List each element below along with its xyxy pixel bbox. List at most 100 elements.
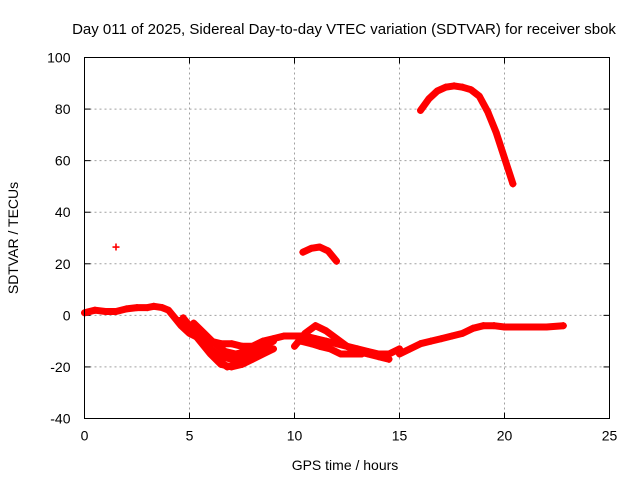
data-point-marker	[221, 347, 229, 355]
data-point-marker	[490, 322, 498, 330]
data-point-marker	[207, 345, 214, 353]
data-point-marker	[442, 83, 450, 91]
data-point-marker	[280, 332, 288, 340]
data-point-marker	[307, 244, 315, 252]
data-point-marker	[425, 95, 433, 103]
x-tick-label: 15	[392, 428, 408, 444]
data-point-marker	[316, 243, 324, 251]
data-point-marker	[448, 332, 456, 340]
series-trace	[190, 319, 271, 358]
data-point-marker	[238, 342, 246, 350]
data-point-marker	[509, 180, 517, 188]
plot-frame	[84, 57, 610, 419]
series-arc-5	[190, 319, 271, 358]
x-axis-label: GPS time / hours	[292, 457, 399, 473]
data-point-marker	[150, 302, 158, 310]
data-point-marker	[543, 323, 550, 331]
data-point-marker	[200, 329, 208, 337]
data-point-marker	[337, 350, 345, 358]
data-point-marker	[228, 340, 235, 348]
series-isolated	[112, 243, 120, 251]
data-point-marker	[270, 337, 277, 345]
data-point-marker	[102, 307, 109, 315]
chart-title: Day 011 of 2025, Sidereal Day-to-day VTE…	[72, 21, 616, 38]
y-axis-label: SDTVAR / TECUs	[5, 182, 21, 294]
data-point-marker	[417, 106, 424, 114]
data-point-marker	[459, 83, 466, 91]
data-point-marker	[144, 304, 151, 312]
data-point-marker	[501, 154, 508, 162]
data-point-marker	[179, 314, 187, 322]
series-arc-9	[299, 243, 340, 265]
series-trace	[291, 322, 393, 363]
data-point-marker	[123, 305, 130, 313]
axis-ticks	[84, 57, 610, 419]
data-point-marker	[358, 350, 366, 358]
data-point-marker	[253, 342, 261, 350]
y-tick-label: 0	[63, 307, 71, 323]
data-point-marker	[343, 342, 351, 350]
data-point-marker	[427, 337, 435, 345]
data-point-marker	[312, 335, 319, 343]
data-point-marker	[522, 323, 529, 331]
data-point-marker	[559, 322, 567, 330]
data-point-marker	[232, 350, 240, 358]
y-tick-label: 80	[55, 101, 71, 117]
grid-lines	[84, 57, 610, 419]
y-tick-label: -20	[50, 359, 70, 375]
data-point-marker	[228, 355, 235, 363]
data-point-marker	[438, 335, 445, 343]
y-tick-label: -40	[50, 411, 70, 427]
data-point-marker	[91, 306, 99, 314]
data-point-marker	[406, 345, 414, 353]
series-arc-7	[297, 337, 366, 358]
data-point-marker	[450, 82, 458, 90]
data-point-marker	[316, 342, 324, 350]
data-point-marker	[217, 353, 225, 361]
data-point-marker	[242, 347, 250, 355]
data-point-marker	[396, 350, 403, 358]
data-point-marker	[291, 332, 298, 340]
data-point-marker	[112, 243, 120, 251]
data-point-marker	[291, 342, 298, 350]
data-point-marker	[484, 108, 492, 116]
data-point-marker	[475, 92, 483, 100]
data-point-marker	[234, 360, 242, 368]
data-point-marker	[190, 319, 198, 327]
data-point-marker	[385, 355, 393, 363]
data-point-marker	[158, 304, 166, 312]
data-point-marker	[322, 327, 330, 335]
data-point-marker	[324, 247, 332, 255]
series-layer	[81, 82, 567, 371]
series-arc-10	[417, 82, 517, 188]
data-point-marker	[492, 128, 500, 136]
data-point-marker	[469, 324, 477, 332]
data-point-marker	[133, 304, 141, 312]
data-point-marker	[467, 86, 475, 94]
data-point-marker	[322, 337, 330, 345]
data-point-marker	[165, 306, 172, 314]
data-point-marker	[312, 322, 319, 330]
data-point-marker	[347, 350, 355, 358]
x-tick-label: 5	[186, 428, 194, 444]
data-point-marker	[299, 248, 307, 256]
data-point-marker	[297, 337, 305, 345]
data-point-marker	[417, 340, 424, 348]
series-arc-6	[291, 322, 393, 363]
data-point-marker	[223, 363, 231, 371]
data-point-marker	[459, 329, 466, 337]
x-tick-label: 0	[81, 428, 89, 444]
data-point-marker	[433, 87, 441, 95]
data-point-marker	[211, 340, 219, 348]
data-point-marker	[333, 257, 340, 265]
series-arc-8	[396, 322, 567, 358]
y-tick-label: 100	[47, 50, 71, 66]
x-tick-label: 20	[497, 428, 513, 444]
data-point-marker	[333, 335, 340, 343]
y-tick-label: 60	[55, 153, 71, 169]
data-point-marker	[301, 329, 309, 337]
data-point-marker	[307, 340, 315, 348]
x-tick-label: 25	[602, 428, 618, 444]
data-point-marker	[375, 353, 382, 361]
